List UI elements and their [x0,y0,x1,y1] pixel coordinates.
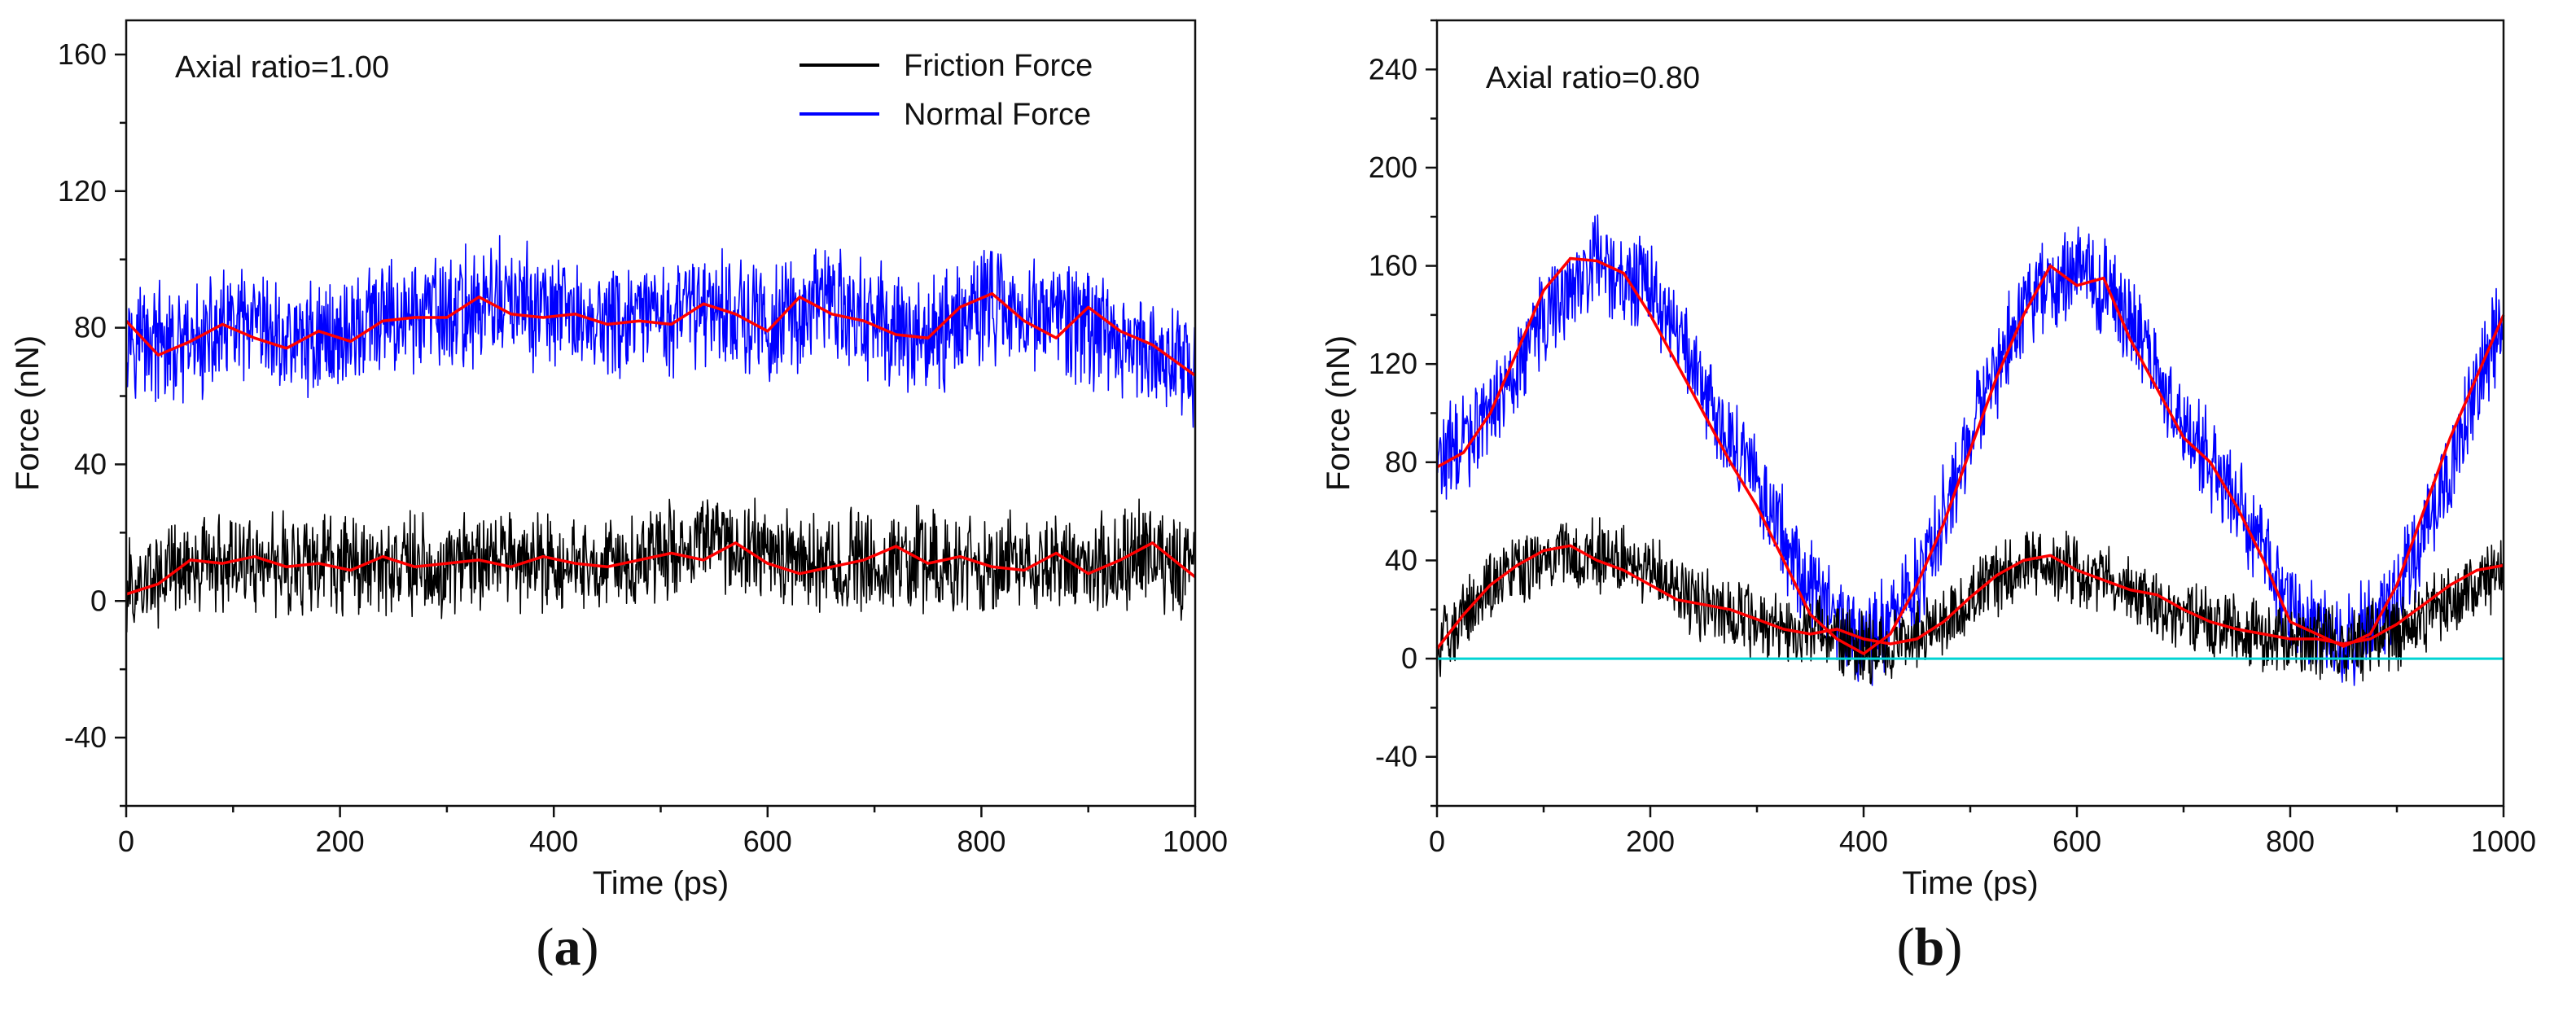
x-tick-label: 400 [1839,825,1888,858]
panel-label: (a) [537,917,599,977]
legend: Friction Force Normal Force [800,49,1093,132]
y-tick-label: 80 [74,311,107,344]
x-tick-label: 800 [957,825,1005,858]
x-axis-label: Time (ps) [593,865,729,901]
y-tick-label: 80 [1385,445,1417,479]
x-tick-label: 1000 [1163,825,1228,858]
y-axis-label: Force (nN) [1321,335,1356,491]
y-tick-label: 160 [58,37,107,71]
x-tick-label: 0 [118,825,134,858]
y-tick-label: -40 [64,720,107,754]
x-tick-label: 1000 [2471,825,2536,858]
x-tick-label: 0 [1429,825,1445,858]
y-tick-label: 120 [58,174,107,208]
panel-a: -40 0 40 80 120 160 0 200 400 600 800 1000 Time (ps)… [10,19,1228,977]
axial-ratio-annotation: Axial ratio=0.80 [1486,61,1700,95]
axial-ratio-annotation: Axial ratio=1.00 [175,50,389,85]
plot-frame [125,19,1197,808]
y-tick-label: 160 [1369,249,1417,282]
panel-label: (b) [1897,917,1963,977]
series-normal-force-smoothed-line [125,291,1197,377]
y-tick-label: 120 [1369,347,1417,380]
x-tick-label: 600 [743,825,792,858]
legend-entry: Friction Force [904,49,1093,83]
x-tick-label: 200 [1626,825,1675,858]
series-normal-force-smoothed-line [1436,256,2505,655]
x-tick-label: 400 [529,825,578,858]
panel-b: -40 0 40 80 120 160 200 240 0 200 400 600 800 1000 Tim… [1321,19,2536,977]
y-tick-label: 0 [1401,641,1417,675]
x-tick-label: 600 [2052,825,2101,858]
series-friction-force-line [125,497,1196,633]
x-tick-label: 800 [2266,825,2315,858]
y-axis-label: Force (nN) [10,335,46,491]
series-normal-force-line [125,234,1196,428]
series-friction-force-line [1436,517,2504,685]
series-friction-force-smoothed-line [125,541,1197,596]
x-axis-label: Time (ps) [1902,865,2038,901]
x-tick-label: 200 [316,825,365,858]
y-tick-label: -40 [1375,740,1417,773]
y-tick-label: 40 [1385,543,1417,576]
legend-entry: Normal Force [904,98,1091,132]
series-friction-force-smoothed-line [1435,544,2504,650]
plot-frame [1435,19,2505,808]
panel-letter: a [554,917,581,977]
y-tick-label: 40 [74,447,107,480]
panel-letter: b [1915,917,1945,977]
y-tick-label: 200 [1369,151,1417,184]
y-tick-label: 240 [1369,52,1417,85]
y-tick-label: 0 [90,584,107,617]
